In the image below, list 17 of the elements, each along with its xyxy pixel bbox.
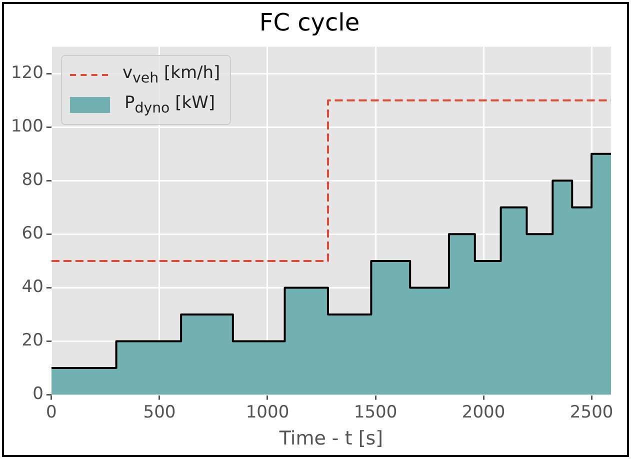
x-tick-label: 500 (143, 402, 176, 422)
y-tick-label: 0 (32, 384, 44, 404)
x-tick-label: 1500 (354, 402, 398, 422)
chart-title: FC cycle (259, 8, 360, 37)
y-tick-label: 100 (10, 116, 44, 137)
x-tick-label: 0 (46, 402, 57, 422)
legend-label: P$_{dyno}$ [kW] (124, 93, 216, 116)
y-tick-label: 20 (22, 330, 44, 351)
y-tick-label: 120 (10, 62, 44, 83)
x-tick-label: 2000 (462, 402, 506, 422)
y-tick-label: 60 (22, 224, 44, 244)
y-tick-label: 80 (22, 170, 44, 190)
x-tick-label: 2500 (570, 402, 614, 422)
x-tick-label: 1000 (246, 402, 290, 422)
y-tick-label: 40 (22, 277, 44, 298)
x-axis-title: Time - t [s] (278, 428, 384, 450)
legend-label: v$_{veh}$ [km/h] (122, 63, 220, 86)
